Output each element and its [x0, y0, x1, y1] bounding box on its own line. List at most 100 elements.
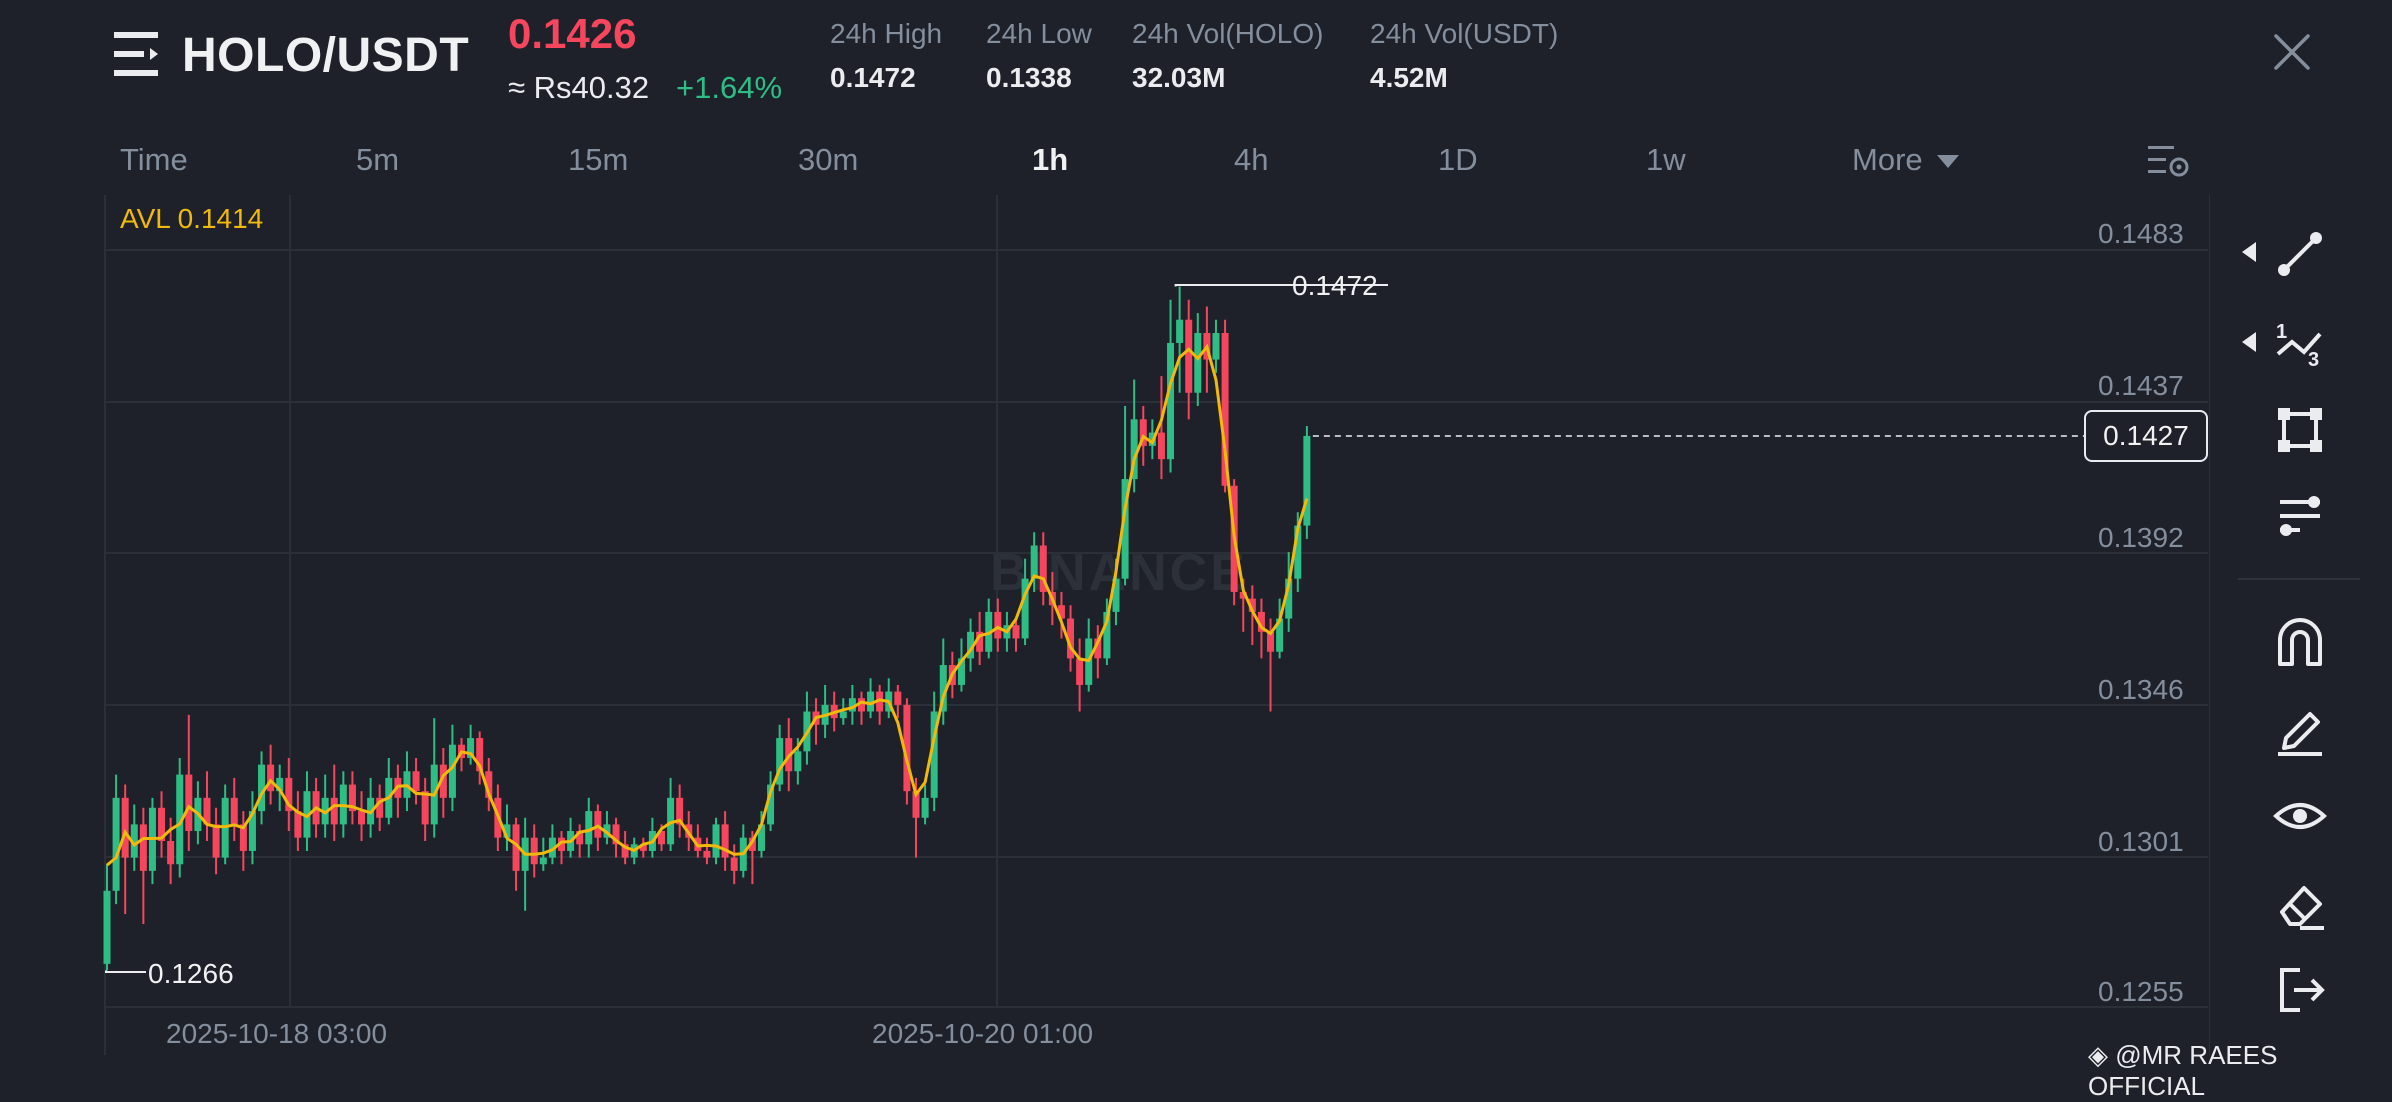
candle-body	[1257, 611, 1265, 632]
low-leader-line	[105, 970, 146, 973]
candle-body	[1294, 525, 1302, 579]
candle-body	[121, 797, 129, 858]
candle-body	[776, 738, 784, 785]
candle-body	[467, 738, 475, 758]
candle-body	[703, 850, 711, 858]
tab-15m[interactable]: 15m	[568, 142, 629, 177]
candle-body	[448, 744, 456, 798]
pencil-icon[interactable]	[2270, 698, 2330, 758]
diamond-logo-icon: ◈	[2088, 1040, 2108, 1070]
eye-icon[interactable]	[2270, 786, 2330, 846]
candle-body	[1012, 625, 1020, 639]
high-leader-line	[1174, 284, 1388, 287]
candle-body	[185, 774, 193, 832]
tab-4h[interactable]: 4h	[1234, 142, 1269, 177]
candle-body	[939, 665, 947, 712]
candle-body	[1221, 333, 1229, 486]
high-price-label: 0.1472	[1292, 270, 1378, 301]
candle-body	[1303, 435, 1311, 526]
candle-body	[1130, 419, 1138, 480]
candle-body	[285, 777, 293, 812]
footer-watermark-text: @MR RAEES OFFICIAL	[2088, 1040, 2278, 1101]
tab-5m[interactable]: 5m	[356, 142, 400, 177]
shape-icon[interactable]	[2270, 400, 2330, 460]
y-axis-tick: 0.1483	[2098, 218, 2184, 249]
candle-body	[276, 777, 284, 792]
average-price-line	[106, 343, 1309, 867]
close-icon[interactable]	[2272, 32, 2312, 72]
candle-body	[558, 837, 565, 851]
candle-body	[530, 837, 538, 865]
indicator-settings-icon[interactable]	[2270, 486, 2330, 546]
candle-body	[203, 797, 211, 825]
toolbar-divider	[2238, 578, 2360, 580]
candle-body	[994, 611, 1002, 639]
candle-body	[767, 784, 775, 825]
candle-body	[921, 797, 929, 818]
candle-body	[239, 824, 247, 851]
candle-body	[294, 811, 302, 838]
candlestick-chart[interactable]: BINANCE	[0, 190, 2210, 1070]
candle-body	[848, 698, 856, 712]
candle-body	[1276, 618, 1284, 652]
candle-body	[957, 658, 965, 685]
candle-body	[503, 824, 511, 838]
candle-body	[548, 837, 556, 858]
candle-body	[857, 698, 865, 712]
expand-left-icon[interactable]	[2242, 242, 2258, 262]
pair-title[interactable]: HOLO/USDT	[182, 29, 470, 82]
candle-body	[158, 807, 166, 841]
y-axis-tick: 0.1255	[2098, 976, 2184, 1007]
candle-body	[103, 890, 111, 964]
candle-body	[967, 631, 975, 659]
avl-label: AVL 0.1414	[120, 203, 264, 234]
magnet-icon[interactable]	[2270, 612, 2330, 672]
candle-body	[512, 824, 520, 871]
candle-body	[248, 811, 256, 851]
tab-1w[interactable]: 1w	[1646, 142, 1686, 177]
tab-1d[interactable]: 1D	[1438, 142, 1478, 177]
tab-1h[interactable]: 1h	[1032, 142, 1069, 177]
stat-value-24h-vol-holo: 32.03M	[1132, 62, 1226, 93]
tab-time[interactable]: Time	[120, 142, 188, 177]
candle-body	[112, 797, 120, 891]
candle-body	[676, 797, 684, 825]
expand-left-icon[interactable]	[2242, 332, 2258, 352]
candle-body	[376, 797, 384, 818]
candle-body	[439, 764, 447, 798]
tab-more[interactable]: More	[1852, 142, 1960, 178]
candle-body	[730, 857, 738, 871]
candle-body	[1167, 342, 1175, 460]
stat-label-24h-vol-holo: 24h Vol(HOLO)	[1132, 18, 1324, 49]
exit-icon[interactable]	[2270, 960, 2330, 1020]
tab-more-label: More	[1852, 142, 1923, 177]
trend-line-icon[interactable]	[2270, 224, 2330, 284]
candle-body	[176, 774, 184, 865]
stat-label-24h-high: 24h High	[830, 18, 943, 49]
candle-body	[794, 751, 802, 772]
tab-30m[interactable]: 30m	[798, 142, 859, 177]
candle-body	[657, 831, 665, 845]
candle-body	[1185, 319, 1193, 393]
candle-body	[1067, 618, 1075, 659]
candle-body	[930, 711, 938, 798]
y-axis-tick: 0.1301	[2098, 826, 2184, 857]
candle-body	[594, 811, 602, 838]
candle-body	[576, 831, 584, 845]
candle-body	[330, 797, 338, 825]
y-axis-tick: 0.1437	[2098, 370, 2184, 401]
chart-settings-icon[interactable]	[2148, 140, 2190, 180]
candle-body	[1112, 578, 1120, 612]
stat-label-24h-vol-usdt: 24h Vol(USDT)	[1370, 18, 1559, 49]
menu-icon[interactable]	[114, 32, 160, 76]
eraser-icon[interactable]	[2270, 872, 2330, 932]
y-axis-tick: 0.1392	[2098, 522, 2184, 553]
candle-body	[912, 791, 920, 818]
candle-body	[1094, 638, 1102, 659]
low-price-label: 0.1266	[148, 958, 234, 989]
candle-body	[585, 811, 593, 845]
candle-body	[639, 844, 647, 851]
candle-body	[903, 704, 911, 792]
stat-value-24h-high: 0.1472	[830, 62, 916, 93]
